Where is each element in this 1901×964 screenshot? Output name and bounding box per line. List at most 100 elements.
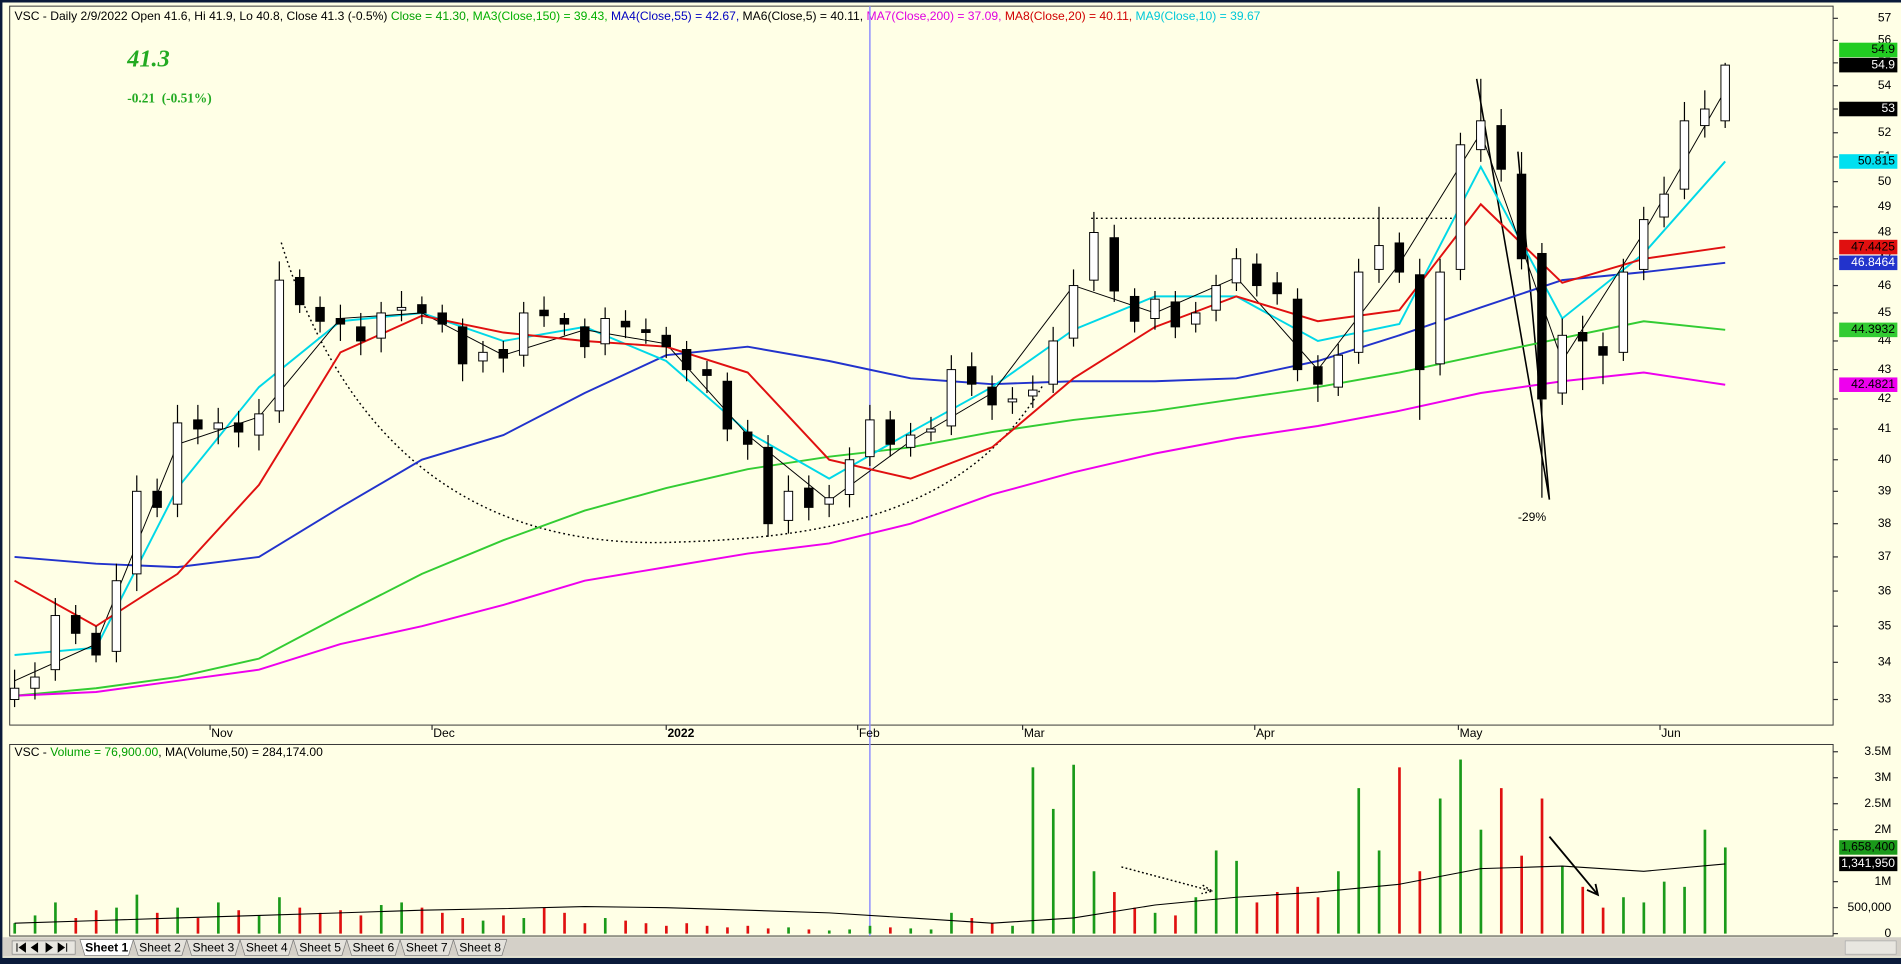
sheet-tab[interactable]: Sheet 4: [239, 939, 294, 956]
drawdown-lines: [1475, 78, 1551, 500]
volume-bar: [33, 915, 37, 934]
volume-bar: [889, 927, 892, 934]
y-tick-label: 46: [1878, 278, 1892, 292]
sheet-tab[interactable]: Sheet 5: [292, 939, 348, 956]
volume-bar: [339, 910, 342, 934]
tab-shape[interactable]: [452, 939, 508, 956]
candle-body: [294, 276, 305, 306]
tab-label[interactable]: Sheet 7: [406, 940, 448, 954]
tab-shape[interactable]: [132, 939, 188, 956]
volume-bar: [1479, 829, 1483, 934]
volume-bar: [1499, 788, 1503, 934]
price-label: 54.9: [1871, 57, 1895, 71]
x-tick-label: May: [1460, 726, 1484, 740]
tab-shape[interactable]: [79, 939, 134, 956]
volume-bar: [1662, 881, 1666, 934]
candle-body: [1659, 193, 1669, 218]
tab-label[interactable]: Sheet 2: [139, 940, 181, 954]
candle-body: [193, 419, 203, 430]
volume-bar: [1459, 759, 1462, 934]
volume-bar: [644, 923, 648, 934]
candle-body: [376, 312, 386, 339]
volume-bar: [1357, 788, 1361, 934]
volume-bar: [522, 918, 526, 934]
candle-body: [620, 320, 631, 328]
candle-body: [824, 497, 834, 505]
tab-nav[interactable]: [11, 940, 76, 955]
candle-body: [580, 326, 590, 348]
tab-shape[interactable]: [346, 939, 401, 956]
volume-bar: [787, 927, 790, 934]
sheet-tab[interactable]: Sheet 2: [132, 939, 188, 956]
y-tick-label: 39: [1878, 484, 1892, 498]
y-tick-label: 57: [1878, 11, 1892, 25]
volume-bar: [1418, 871, 1422, 934]
sheet-tab[interactable]: Sheet 6: [346, 939, 401, 956]
candle-body: [315, 306, 325, 322]
header-segment: Volume = 76,900.00: [50, 745, 158, 759]
candle-body: [1700, 108, 1710, 127]
x-tick-label: Mar: [1024, 726, 1045, 740]
tab-shape[interactable]: [186, 939, 241, 956]
tab-shape[interactable]: [239, 939, 294, 956]
volume-label-box: [1839, 856, 1898, 872]
volume-bar: [502, 915, 505, 934]
tab-label[interactable]: Sheet 1: [85, 940, 128, 954]
volume-bar: [400, 902, 403, 934]
header-segment: MA6(Close,5) = 40.11,: [743, 9, 867, 23]
candle-body: [885, 419, 895, 445]
volume-bar: [237, 910, 241, 934]
volume-bar: [359, 915, 363, 934]
price-label: 42.4821: [1851, 377, 1895, 391]
scrollbar[interactable]: [1844, 940, 1897, 955]
candle-body: [763, 446, 773, 525]
candle-body: [1333, 354, 1343, 388]
tab-shape[interactable]: [399, 939, 454, 956]
y-tick-label: 0: [1885, 926, 1892, 940]
volume-bar: [94, 910, 98, 934]
candle-body: [844, 459, 855, 495]
volume-bar: [848, 929, 851, 934]
candle-body: [1272, 282, 1282, 295]
x-tick-label: Jun: [1661, 726, 1681, 740]
candle-body: [457, 326, 468, 365]
tab-label[interactable]: Sheet 8: [459, 940, 501, 954]
volume-bar: [1031, 767, 1035, 934]
price-label: 44.3932: [1851, 322, 1895, 336]
tab-label[interactable]: Sheet 4: [246, 940, 288, 954]
sheet-tab[interactable]: Sheet 3: [186, 939, 241, 956]
moving-average: [14, 90, 1726, 682]
sheet-tab[interactable]: Sheet 8: [452, 939, 508, 956]
x-tick-label: Dec: [433, 726, 455, 740]
candle-body: [742, 431, 753, 445]
candle-body: [335, 318, 346, 325]
volume-bar: [1683, 886, 1686, 934]
volume-arrow-dotted: [1121, 866, 1215, 895]
x-tick-label: 2022: [667, 726, 694, 740]
candle-body: [30, 676, 40, 689]
price-label-box: [1839, 57, 1898, 73]
candle-body: [70, 615, 81, 634]
y-tick-label: 37: [1878, 549, 1892, 563]
y-tick-label: 3M: [1874, 770, 1891, 784]
y-tick-label: 2M: [1874, 822, 1891, 836]
volume-bar: [1113, 892, 1116, 934]
tab-label[interactable]: Sheet 6: [353, 940, 395, 954]
header-segment: VSC - Daily 2/9/2022 Open 41.6, Hi 41.9,…: [15, 9, 391, 23]
volume-bar: [1540, 798, 1544, 934]
candle-body: [1618, 271, 1629, 353]
header-segment: MA4(Close,55) = 42.67,: [611, 9, 743, 23]
volume-bar: [1316, 897, 1320, 934]
candle-body: [111, 580, 122, 652]
sheet-tab[interactable]: Sheet 1: [79, 939, 134, 956]
sheet-tab[interactable]: Sheet 7: [399, 939, 454, 956]
volume-bar: [1153, 912, 1157, 934]
candle-body: [539, 309, 549, 317]
tab-label[interactable]: Sheet 3: [193, 940, 235, 954]
price-label-box: [1839, 101, 1898, 117]
volume-bar: [970, 918, 974, 934]
candle-body: [1720, 64, 1730, 122]
tab-shape[interactable]: [292, 939, 348, 956]
tab-label[interactable]: Sheet 5: [299, 940, 341, 954]
